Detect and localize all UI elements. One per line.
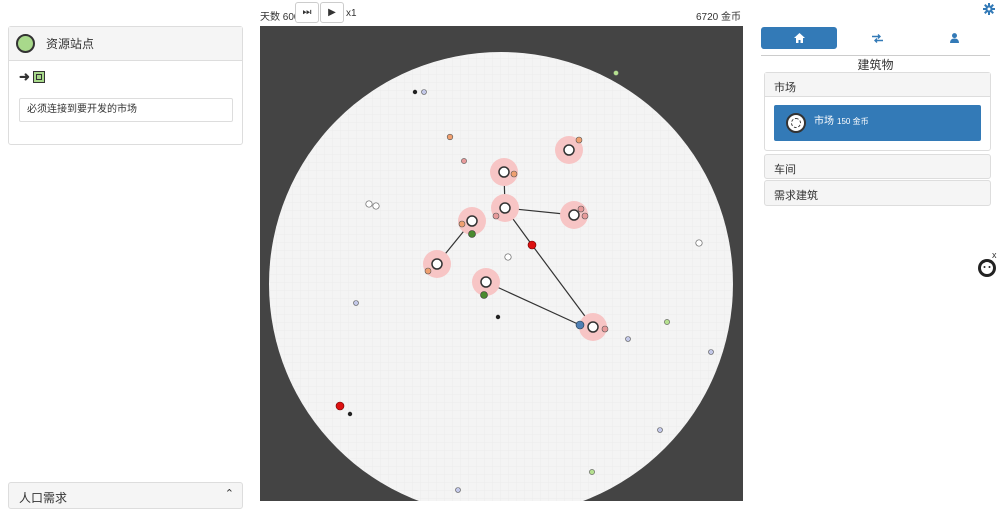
market-building[interactable]: [568, 209, 580, 221]
demand-node[interactable]: [461, 158, 467, 164]
resource-site[interactable]: [480, 291, 488, 299]
market-card-name: 市场: [814, 116, 834, 127]
demand-node[interactable]: [577, 205, 585, 213]
market-building[interactable]: [480, 276, 492, 288]
lavender-node[interactable]: [708, 349, 714, 355]
workshop[interactable]: [458, 220, 466, 228]
workshop[interactable]: [446, 133, 454, 141]
unbuilt-sites[interactable]: [365, 200, 703, 261]
connection-hint: ➜: [19, 69, 242, 85]
market-section-header[interactable]: 市场: [765, 73, 990, 97]
requirement-note: 必须连接到要开发的市场: [19, 98, 233, 122]
tab-user[interactable]: [916, 27, 992, 49]
unbuilt-site[interactable]: [695, 239, 703, 247]
market-mini-icon: [32, 71, 45, 83]
road: [485, 281, 581, 326]
market-building[interactable]: [431, 258, 443, 270]
workshop-section[interactable]: 车间: [764, 154, 991, 179]
resource-sites[interactable]: [468, 230, 488, 299]
workshop-section-label: 车间: [774, 164, 796, 176]
red-site[interactable]: [527, 240, 537, 250]
resource-site[interactable]: [468, 230, 476, 238]
resource-site-icon: [16, 34, 35, 53]
population-demand-label: 人口需求: [19, 491, 68, 505]
red-sites[interactable]: [335, 240, 537, 411]
market-building[interactable]: [587, 321, 599, 333]
red-site[interactable]: [335, 401, 345, 411]
github-mascot-icon[interactable]: [977, 258, 997, 278]
workshop[interactable]: [424, 267, 432, 275]
play-icon: ▶: [328, 7, 336, 18]
home-icon: [793, 33, 805, 43]
demand-building-section[interactable]: 需求建筑: [764, 180, 991, 206]
world-grid: [269, 52, 733, 501]
lavender-node[interactable]: [625, 336, 631, 342]
lavender-node[interactable]: [455, 487, 461, 493]
unbuilt-site[interactable]: [365, 200, 373, 208]
build-market-button[interactable]: 市场 150 金币: [774, 105, 981, 141]
demand-node[interactable]: [492, 212, 500, 220]
lavender-nodes[interactable]: [353, 89, 714, 493]
road: [531, 244, 594, 328]
lavender-node[interactable]: [353, 300, 359, 306]
market-building[interactable]: [498, 166, 510, 178]
transfer-icon: [871, 33, 883, 43]
black-dots: [347, 89, 501, 417]
chevron-up-icon[interactable]: ⌃: [224, 488, 234, 500]
tab-divider: [761, 55, 990, 56]
black-dot: [347, 411, 353, 417]
step-button[interactable]: ⏭: [295, 2, 319, 23]
lavender-node[interactable]: [657, 427, 663, 433]
resource-site-panel: 资源站点 ➜ 必须连接到要开发的市场: [8, 26, 243, 145]
market-building[interactable]: [466, 215, 478, 227]
workshop[interactable]: [575, 136, 583, 144]
raw-resources[interactable]: [589, 70, 670, 475]
market-section-label: 市场: [774, 82, 796, 94]
market-building[interactable]: [499, 202, 511, 214]
unbuilt-site[interactable]: [372, 202, 380, 210]
gold-counter: 6720 金币: [695, 12, 741, 23]
user-icon: [949, 33, 959, 43]
game-map[interactable]: [260, 26, 743, 501]
top-bar: 天数 600 ⏭ ▶ x1 6720 金币: [260, 2, 741, 24]
markets[interactable]: [431, 144, 599, 333]
demand-node[interactable]: [601, 325, 609, 333]
map-canvas[interactable]: [260, 26, 743, 501]
blue-site[interactable]: [575, 320, 585, 330]
market-building[interactable]: [563, 144, 575, 156]
market-section: 市场 市场 150 金币: [764, 72, 991, 151]
demand-nodes[interactable]: [461, 158, 609, 333]
resource-site-title: 资源站点: [46, 37, 95, 51]
raw-resource[interactable]: [589, 469, 595, 475]
black-dot: [412, 89, 418, 95]
raw-resource[interactable]: [664, 319, 670, 325]
lavender-node[interactable]: [421, 89, 427, 95]
speed-label: x1: [346, 8, 357, 19]
demand-node[interactable]: [581, 212, 589, 220]
tab-transfer[interactable]: [839, 27, 915, 49]
step-forward-icon: ⏭: [302, 7, 312, 18]
black-dot: [495, 314, 501, 320]
demand-section-label: 需求建筑: [774, 190, 818, 202]
market-card-price: 150 金币: [837, 117, 869, 126]
workshops[interactable]: [424, 133, 583, 275]
resource-site-header: 资源站点: [9, 27, 242, 61]
day-counter: 天数 600: [260, 12, 300, 23]
unbuilt-site[interactable]: [504, 253, 512, 261]
market-card-title: 市场 150 金币: [814, 112, 869, 127]
influence-zones: [423, 136, 607, 341]
right-tabs: [761, 27, 990, 49]
buildings-heading: 建筑物: [857, 58, 894, 72]
population-demand-panel[interactable]: 人口需求 ⌃: [8, 482, 243, 509]
workshop[interactable]: [510, 170, 518, 178]
market-icon: [786, 113, 806, 133]
raw-resource[interactable]: [613, 70, 619, 76]
gear-icon[interactable]: [983, 3, 995, 15]
arrow-right-icon: ➜: [19, 69, 30, 84]
close-button[interactable]: x: [992, 250, 997, 260]
tab-home[interactable]: [761, 27, 837, 49]
play-button[interactable]: ▶: [320, 2, 344, 23]
